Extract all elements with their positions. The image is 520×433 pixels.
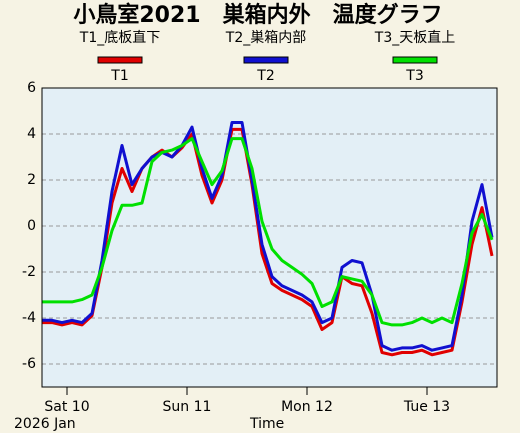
legend-description: T2_巣箱内部 — [225, 30, 306, 46]
series-line — [42, 121, 494, 352]
x-axis-label: Time — [249, 416, 284, 432]
y-tick-label: 2 — [27, 172, 36, 188]
x-tick-label: Sun 11 — [163, 399, 212, 415]
plot-area — [42, 88, 497, 387]
plot-border — [41, 87, 498, 388]
legend-description: T3_天板直上 — [374, 29, 455, 46]
legend-label: T2 — [256, 68, 274, 84]
chart-title: 小鳥室2021 巣箱内外 温度グラフ — [73, 2, 442, 28]
legend-swatch — [243, 56, 289, 64]
legend-swatch — [97, 56, 143, 64]
legend-swatch — [392, 56, 438, 64]
y-tick-label: 0 — [27, 218, 36, 234]
x-tick-label: Sat 10 — [44, 399, 89, 415]
y-tick-label: -2 — [22, 264, 36, 280]
y-tick-label: -4 — [22, 310, 36, 326]
legend-label: T1 — [110, 68, 128, 84]
y-tick-label: 6 — [27, 80, 36, 96]
y-tick-label: 4 — [27, 126, 36, 142]
series-line — [42, 127, 494, 357]
y-tick-label: -6 — [22, 356, 36, 372]
series-line — [42, 137, 494, 327]
x-tick-label: Mon 12 — [281, 399, 333, 415]
legend-label: T3 — [405, 68, 423, 84]
x-axis-sublabel: 2026 Jan — [14, 416, 76, 432]
legend-description: T1_底板直下 — [79, 29, 160, 46]
x-tick-label: Tue 13 — [403, 399, 450, 415]
